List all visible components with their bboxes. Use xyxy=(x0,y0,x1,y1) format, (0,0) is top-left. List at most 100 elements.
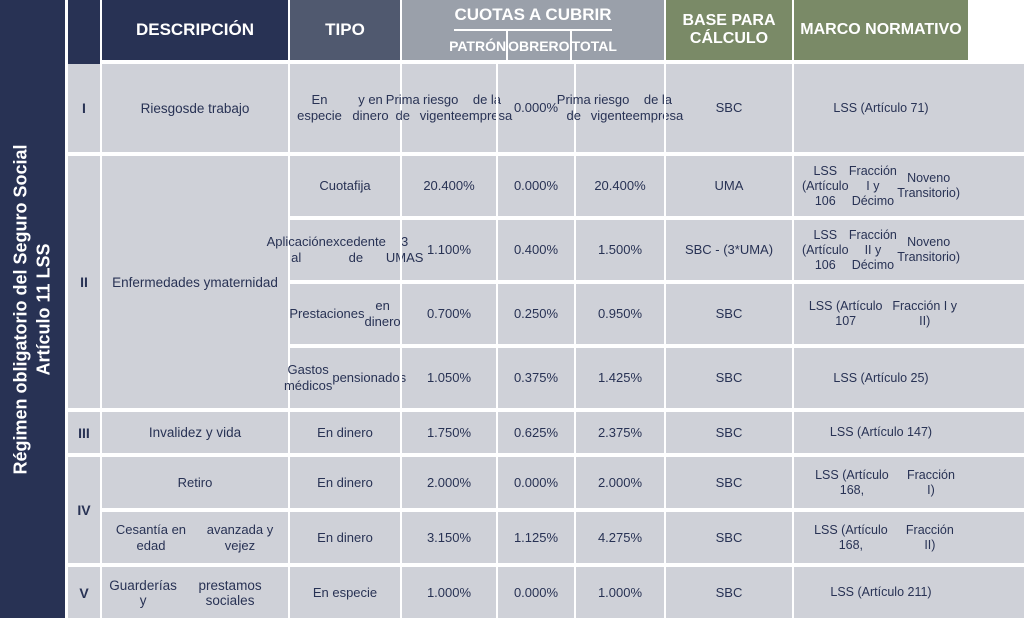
patron: 1.000% xyxy=(400,567,496,618)
sidebar-line1: Régimen obligatorio del Seguro Social xyxy=(11,144,31,474)
total: 20.400% xyxy=(574,156,664,216)
header-cuotas-label: CUOTAS A CUBRIR xyxy=(454,0,611,31)
roman-III: III xyxy=(68,412,100,453)
tipo: Aplicación alexcedente de3 UMAS xyxy=(288,220,400,280)
body-V: En especie1.000%0.000%1.000%SBCLSS (Artí… xyxy=(288,567,1024,618)
sidebar-line2: Artículo 11 LSS xyxy=(34,243,54,375)
table-header: DESCRIPCIÓN TIPO CUOTAS A CUBRIR PATRÓN … xyxy=(68,0,1024,64)
header-total: TOTAL xyxy=(570,31,617,60)
marco: LSS (Artículo 107Fracción I y II) xyxy=(792,284,968,344)
base: SBC xyxy=(664,348,792,408)
row-II-0: Cuotafija20.400%0.000%20.400%UMALSS (Art… xyxy=(288,156,1024,216)
tipo: En dinero xyxy=(288,412,400,453)
patron: 1.750% xyxy=(400,412,496,453)
base: SBC xyxy=(664,567,792,618)
marco: LSS (Artículo 211) xyxy=(792,567,968,618)
tipo: Gastos médicospensionados xyxy=(288,348,400,408)
marco: LSS (Artículo 106Fracción II y DécimoNov… xyxy=(792,220,968,280)
row-II-3: Gastos médicospensionados1.050%0.375%1.4… xyxy=(288,344,1024,408)
marco: LSS (Artículo 25) xyxy=(792,348,968,408)
desc-I: Riesgosde trabajo xyxy=(100,64,288,152)
base: SBC xyxy=(664,284,792,344)
total: 2.000% xyxy=(574,457,664,508)
row-V-0: En especie1.000%0.000%1.000%SBCLSS (Artí… xyxy=(288,567,1024,618)
group-II: IIEnfermedades ymaternidadCuotafija20.40… xyxy=(68,152,1024,408)
base: SBC - (3*UMA) xyxy=(664,220,792,280)
base: SBC xyxy=(664,64,792,152)
roman-V: V xyxy=(68,567,100,618)
tipo: Prestacionesen dinero xyxy=(288,284,400,344)
header-roman-spacer xyxy=(68,0,100,64)
obrero: 1.125% xyxy=(496,512,574,563)
total: 2.375% xyxy=(574,412,664,453)
page: Régimen obligatorio del Seguro Social Ar… xyxy=(0,0,1024,618)
row-II-2: Prestacionesen dinero0.700%0.250%0.950%S… xyxy=(288,280,1024,344)
obrero: 0.400% xyxy=(496,220,574,280)
group-I: IRiesgosde trabajoEn especiey en dineroP… xyxy=(68,64,1024,152)
header-patron: PATRÓN xyxy=(449,31,506,60)
total: Prima deriesgo vigentede la empresa xyxy=(574,64,664,152)
tipo: En dinero xyxy=(288,457,400,508)
row-I-0: En especiey en dineroPrima deriesgo vige… xyxy=(288,64,1024,152)
marco: LSS (Artículo 168,Fracción II) xyxy=(792,512,968,563)
patron: Prima deriesgo vigentede la empresa xyxy=(400,64,496,152)
obrero: 0.000% xyxy=(496,156,574,216)
obrero: 0.250% xyxy=(496,284,574,344)
sidebar-text: Régimen obligatorio del Seguro Social Ar… xyxy=(10,144,55,474)
marco: LSS (Artículo 147) xyxy=(792,412,968,453)
roman-II: II xyxy=(68,156,100,408)
row-IV-0: RetiroEn dinero2.000%0.000%2.000%SBCLSS … xyxy=(100,457,1024,508)
total: 4.275% xyxy=(574,512,664,563)
desc-II: Enfermedades ymaternidad xyxy=(100,156,288,408)
roman-I: I xyxy=(68,64,100,152)
header-base: BASE PARA CÁLCULO xyxy=(664,0,792,64)
tipo: En especiey en dinero xyxy=(288,64,400,152)
total: 1.425% xyxy=(574,348,664,408)
marco: LSS (Artículo 106Fracción I y DécimoNove… xyxy=(792,156,968,216)
header-marco: MARCO NORMATIVO xyxy=(792,0,968,64)
tipo: Cuotafija xyxy=(288,156,400,216)
patron: 1.050% xyxy=(400,348,496,408)
content: DESCRIPCIÓN TIPO CUOTAS A CUBRIR PATRÓN … xyxy=(68,0,1024,618)
sidebar-title: Régimen obligatorio del Seguro Social Ar… xyxy=(0,0,68,618)
patron: 20.400% xyxy=(400,156,496,216)
group-IV: IVRetiroEn dinero2.000%0.000%2.000%SBCLS… xyxy=(68,453,1024,563)
desc: Cesantía en edadavanzada y vejez xyxy=(100,512,288,563)
desc-V: Guarderías yprestamos sociales xyxy=(100,567,288,618)
obrero: 0.625% xyxy=(496,412,574,453)
desc: Retiro xyxy=(100,457,288,508)
base: UMA xyxy=(664,156,792,216)
header-obrero: OBRERO xyxy=(506,31,569,60)
base: SBC xyxy=(664,457,792,508)
header-tipo: TIPO xyxy=(288,0,400,64)
obrero: 0.000% xyxy=(496,567,574,618)
base: SBC xyxy=(664,512,792,563)
group-III: IIIInvalidez y vidaEn dinero1.750%0.625%… xyxy=(68,408,1024,453)
marco: LSS (Artículo 168,Fracción I) xyxy=(792,457,968,508)
group-V: VGuarderías yprestamos socialesEn especi… xyxy=(68,563,1024,618)
tipo: En dinero xyxy=(288,512,400,563)
row-IV-1: Cesantía en edadavanzada y vejezEn diner… xyxy=(100,508,1024,563)
row-III-0: En dinero1.750%0.625%2.375%SBCLSS (Artíc… xyxy=(288,412,1024,453)
total: 1.000% xyxy=(574,567,664,618)
body-III: En dinero1.750%0.625%2.375%SBCLSS (Artíc… xyxy=(288,412,1024,453)
header-cuotas: CUOTAS A CUBRIR PATRÓN OBRERO TOTAL xyxy=(400,0,664,64)
obrero: 0.375% xyxy=(496,348,574,408)
tipo: En especie xyxy=(288,567,400,618)
marco: LSS (Artículo 71) xyxy=(792,64,968,152)
patron: 0.700% xyxy=(400,284,496,344)
total: 1.500% xyxy=(574,220,664,280)
roman-IV: IV xyxy=(68,457,100,563)
body-IV: RetiroEn dinero2.000%0.000%2.000%SBCLSS … xyxy=(100,457,1024,563)
patron: 3.150% xyxy=(400,512,496,563)
patron: 2.000% xyxy=(400,457,496,508)
obrero: 0.000% xyxy=(496,457,574,508)
table-body: IRiesgosde trabajoEn especiey en dineroP… xyxy=(68,64,1024,618)
row-II-1: Aplicación alexcedente de3 UMAS1.100%0.4… xyxy=(288,216,1024,280)
patron: 1.100% xyxy=(400,220,496,280)
total: 0.950% xyxy=(574,284,664,344)
body-I: En especiey en dineroPrima deriesgo vige… xyxy=(288,64,1024,152)
desc-III: Invalidez y vida xyxy=(100,412,288,453)
base: SBC xyxy=(664,412,792,453)
header-descripcion: DESCRIPCIÓN xyxy=(100,0,288,64)
